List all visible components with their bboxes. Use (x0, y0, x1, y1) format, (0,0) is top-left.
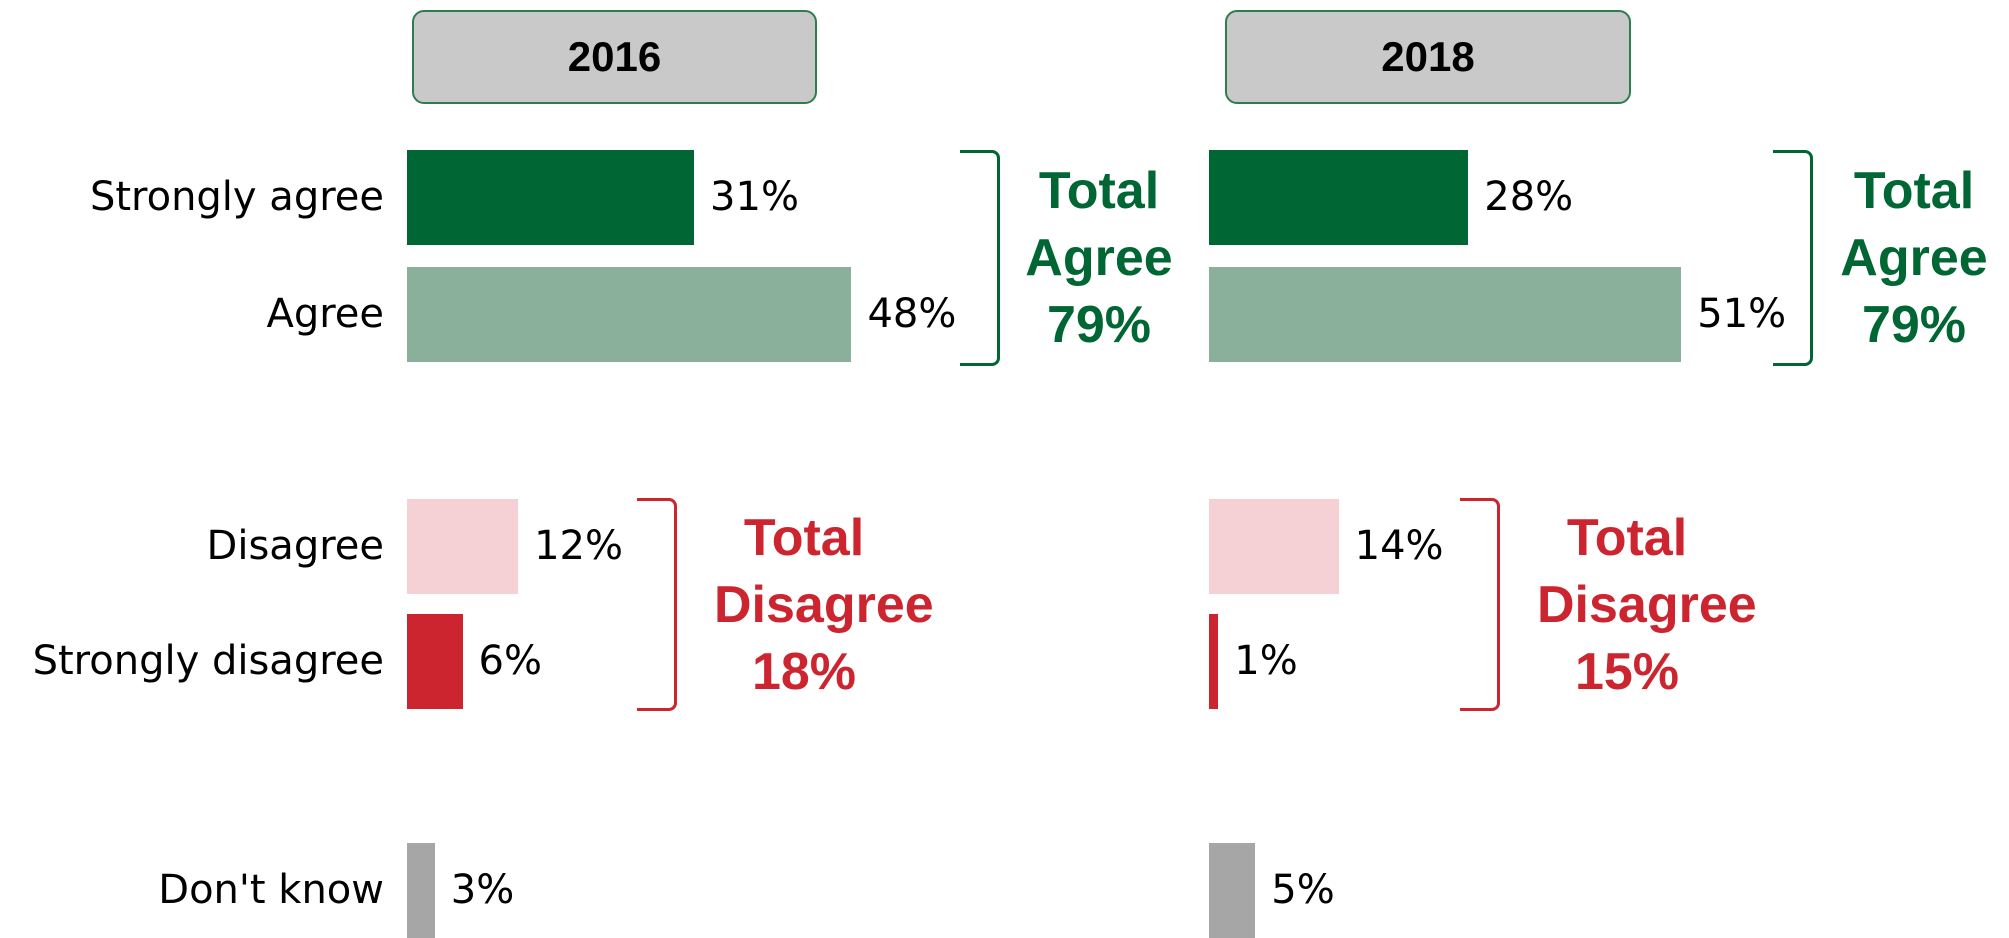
annotation-text: Total Agree (1025, 162, 1173, 287)
value-label: 12% (534, 523, 624, 569)
category-label: Strongly disagree (32, 638, 384, 684)
panel-header: 2018 (1225, 10, 1631, 104)
annotation-value: 79% (1861, 296, 1967, 354)
category-label: Disagree (206, 523, 384, 569)
bar (1209, 498, 1339, 594)
category-label: Agree (266, 291, 384, 337)
category-label: Strongly agree (89, 174, 384, 220)
bar (1209, 266, 1682, 362)
value-label: 6% (478, 638, 543, 684)
value-label: 51% (1697, 291, 1787, 337)
value-label: 14% (1354, 523, 1444, 569)
bar (407, 613, 463, 709)
value-label: 3% (450, 867, 515, 913)
annotation-text: Total Agree (1840, 162, 1988, 287)
value-label: 31% (710, 174, 799, 220)
bracket (1460, 498, 1500, 711)
bar (1209, 149, 1469, 245)
value-label: 48% (867, 291, 957, 337)
value-label: 28% (1484, 174, 1574, 220)
annotation-value: 15% (1574, 642, 1680, 701)
bar (407, 149, 695, 245)
annotation-value: 18% (751, 642, 857, 701)
panel-header: 2016 (412, 10, 817, 104)
bar (407, 266, 852, 362)
value-label: 5% (1271, 867, 1335, 913)
value-label: 1% (1234, 638, 1298, 684)
category-label: Don't know (158, 867, 384, 913)
bracket (1773, 150, 1813, 366)
bar (1209, 613, 1219, 709)
bar (1209, 842, 1256, 938)
annotation-value: 79% (1046, 296, 1152, 354)
bracket (960, 150, 1000, 366)
annotation-text: Total Disagree (1537, 508, 1757, 634)
bar (407, 842, 435, 938)
bracket (637, 498, 677, 711)
annotation-text: Total Disagree (714, 508, 934, 634)
bar (407, 498, 519, 594)
